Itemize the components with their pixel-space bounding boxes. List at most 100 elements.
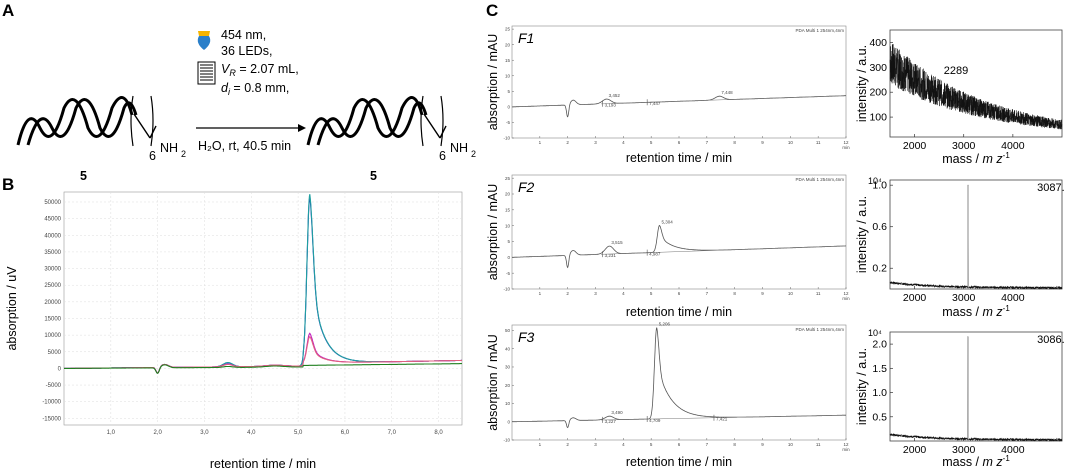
y-tick-label: 40	[505, 346, 511, 351]
detector-header: PDA Multi 1 254nm,4nm	[795, 327, 844, 332]
led-bulb-icon	[197, 31, 211, 50]
x-unit-label: min	[842, 447, 850, 452]
product-structure: 6 NH 2 5	[306, 95, 476, 183]
integration-label: 7,421	[716, 417, 728, 422]
fraction-label: F3	[518, 329, 535, 345]
y-tick-label: 0.5	[872, 411, 887, 423]
x-tick-label: 1,0	[107, 430, 116, 436]
x-axis-label-unit: m z	[983, 305, 1004, 319]
y-tick-label: 5	[507, 89, 510, 94]
x-tick-label: 12	[843, 140, 849, 145]
series-line-teal	[64, 194, 462, 374]
y-tick-label: 2.0	[872, 339, 887, 351]
x-tick-label: 11	[816, 291, 821, 296]
reactant-subscript: 6	[149, 149, 156, 163]
y-tick-label: 1.0	[872, 180, 887, 192]
x-axis-label-exponent: -1	[1003, 454, 1011, 463]
condition-diameter: di = 0.8 mm,	[221, 81, 289, 97]
y-tick-label: 20	[505, 383, 511, 388]
y-axis-label: intensity / a.u.	[855, 45, 869, 122]
peak-label: 3,490	[611, 410, 623, 415]
fraction-label: F1	[518, 30, 534, 46]
x-tick-label: 2000	[903, 140, 927, 152]
y-tick-label: 5000	[48, 350, 62, 356]
reaction-arrow-icon	[196, 124, 306, 132]
y-tick-label: 0.6	[872, 221, 887, 233]
y-axis-label: absorption / mAU	[486, 34, 500, 131]
flow-reactor-icon	[197, 61, 216, 85]
detector-header: PDA Multi 1 254nm,4nm	[795, 28, 844, 33]
x-axis-label: retention time / min	[626, 151, 732, 165]
x-tick-label: 7	[706, 140, 709, 145]
y-tick-label: 50	[505, 328, 511, 333]
y-tick-label: -10	[503, 136, 510, 141]
product-amine-sub: 2	[471, 149, 476, 159]
x-unit-label: min	[842, 145, 850, 150]
product-label: 5	[370, 169, 377, 183]
x-axis-label: mass / m z-1	[942, 454, 1010, 469]
peak-label: 3,452	[609, 93, 621, 98]
x-tick-label: 4,0	[247, 430, 256, 436]
x-axis-label: mass / m z-1	[942, 304, 1010, 319]
x-tick-label: 4	[622, 442, 625, 447]
x-axis-label-prefix: mass /	[942, 455, 982, 469]
y-tick-label: 20	[505, 192, 511, 197]
y-tick-label: 45000	[44, 217, 61, 223]
x-tick-label: 8	[733, 140, 736, 145]
x-tick-label: 5	[650, 140, 653, 145]
panel-label-a: A	[2, 1, 14, 20]
x-tick-label: 3	[594, 442, 597, 447]
series-line-blue	[64, 196, 462, 374]
x-tick-label: 3	[594, 291, 597, 296]
y-tick-label: 20000	[44, 300, 61, 306]
x-tick-label: 10	[788, 291, 794, 296]
x-tick-label: 11	[816, 442, 821, 447]
y-tick-label: 0	[507, 255, 510, 260]
condition-leds: 36 LEDs,	[221, 44, 272, 58]
chart-f1-ms: 100 200 300 400 2000 3000 4000 2289 mass / m z-1…	[855, 29, 1063, 166]
y-tick-label: -5	[506, 271, 510, 276]
baseline-line	[601, 414, 844, 421]
x-tick-label: 4	[622, 291, 625, 296]
x-tick-label: 8	[733, 442, 736, 447]
panel-label-b: B	[2, 175, 14, 194]
y-tick-label: -5000	[46, 383, 62, 389]
plot-frame	[511, 25, 847, 139]
y-tick-label: 25	[505, 176, 511, 181]
baseline-line	[601, 95, 844, 105]
series-line-green	[64, 363, 462, 374]
x-tick-label: 6	[678, 291, 681, 296]
reactant-amine-sub: 2	[181, 149, 186, 159]
x-axis-label: retention time / min	[210, 457, 316, 469]
peak-label: 7,448	[721, 90, 733, 95]
y-tick-label: 50000	[44, 200, 61, 206]
y-tick-label: 0	[507, 104, 510, 109]
y-tick-label: 20	[505, 42, 511, 47]
x-unit-label: min	[842, 296, 850, 301]
chromatogram-line	[512, 224, 846, 269]
integration-label: 7,447	[649, 101, 661, 106]
y-tick-label: 300	[869, 62, 887, 74]
condition-solvent: H₂O, rt, 40.5 min	[198, 139, 291, 153]
y-tick-label: 15	[505, 207, 511, 212]
y-tick-label: 0	[507, 419, 510, 424]
x-tick-label: 2,0	[153, 430, 162, 436]
x-tick-label: 7	[706, 442, 709, 447]
x-tick-label: 2	[566, 140, 569, 145]
y-tick-label: 100	[869, 112, 887, 124]
x-tick-label: 3,0	[200, 430, 209, 436]
condition-volume: VR = 2.07 mL,	[221, 62, 299, 78]
x-tick-label: 4000	[1001, 444, 1025, 456]
chart-f3-ms: 0.5 1.0 1.5 2.0 2000 3000 4000 10⁴ 3086.6 mass / …	[855, 328, 1065, 469]
x-tick-label: 3000	[952, 140, 976, 152]
reactant-amine: NH	[160, 141, 178, 155]
x-axis-label: mass / m z-1	[942, 151, 1010, 166]
x-tick-label: 3	[594, 140, 597, 145]
y-tick-label: 15	[505, 58, 511, 63]
y-tick-label: -15000	[42, 416, 61, 422]
spectrum-line	[889, 184, 1063, 290]
x-tick-label: 12	[843, 291, 849, 296]
y-tick-label: 35000	[44, 250, 61, 256]
